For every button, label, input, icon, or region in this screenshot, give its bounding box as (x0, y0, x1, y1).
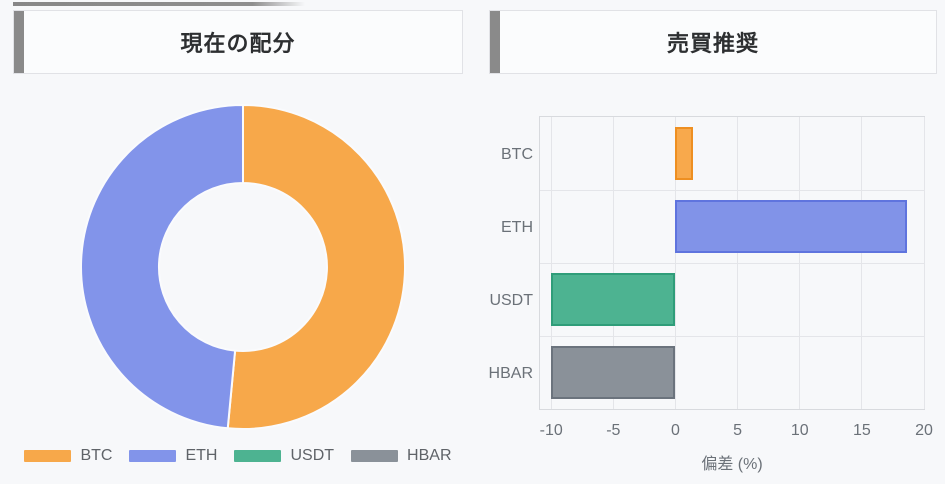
top-edge-strip (13, 2, 305, 6)
current-allocation-title: 現在の配分 (180, 31, 296, 56)
header-accent-bar (490, 11, 500, 73)
donut-legend: BTC ETH USDT HBAR (13, 444, 463, 468)
trade-recommendation-header: 売買推奨 (489, 10, 937, 74)
legend-swatch-btc (24, 450, 72, 462)
gridline-row-separator (540, 335, 924, 337)
allocation-donut-chart (80, 103, 406, 430)
deviation-bar-chart (539, 116, 925, 410)
current-allocation-header: 現在の配分 (13, 10, 463, 74)
gridline-row-separator (540, 189, 924, 191)
donut-slice-eth[interactable] (80, 103, 244, 430)
bar-btc[interactable] (675, 127, 693, 180)
header-accent-bar (14, 11, 24, 73)
legend-item-eth[interactable]: ETH (129, 447, 217, 465)
legend-label: ETH (185, 447, 218, 464)
x-tick-label: -5 (606, 422, 621, 439)
bar-eth[interactable] (675, 200, 907, 253)
x-tick-label: 20 (915, 422, 933, 439)
legend-swatch-usdt (234, 450, 282, 462)
bar-hbar[interactable] (551, 346, 676, 399)
legend-item-hbar[interactable]: HBAR (351, 447, 452, 465)
bar-x-axis-ticks: -10 -5 0 5 10 15 20 (539, 422, 933, 442)
legend-item-usdt[interactable]: USDT (234, 447, 334, 465)
legend-swatch-hbar (351, 450, 399, 462)
gridline-x-20 (923, 117, 925, 409)
x-tick-label: 10 (790, 422, 809, 439)
donut-slice-btc[interactable] (226, 103, 406, 430)
legend-item-btc[interactable]: BTC (24, 447, 112, 465)
category-label-eth: ETH (501, 218, 533, 236)
bar-x-axis-title: 偏差 (%) (701, 456, 763, 473)
x-tick-label: 0 (671, 422, 680, 439)
bar-category-labels: BTC ETH USDT HBAR (455, 116, 533, 410)
category-label-btc: BTC (501, 145, 533, 163)
gridline-row-separator (540, 262, 924, 264)
x-tick-label: -10 (539, 422, 563, 439)
bar-usdt[interactable] (551, 273, 676, 326)
trade-recommendation-title: 売買推奨 (666, 31, 759, 56)
category-label-usdt: USDT (489, 291, 533, 309)
category-label-hbar: HBAR (488, 364, 533, 382)
legend-label: USDT (290, 447, 335, 464)
x-tick-label: 5 (733, 422, 743, 439)
x-tick-label: 15 (852, 422, 871, 439)
legend-label: BTC (80, 447, 113, 464)
legend-label: HBAR (407, 447, 452, 464)
legend-swatch-eth (129, 450, 177, 462)
